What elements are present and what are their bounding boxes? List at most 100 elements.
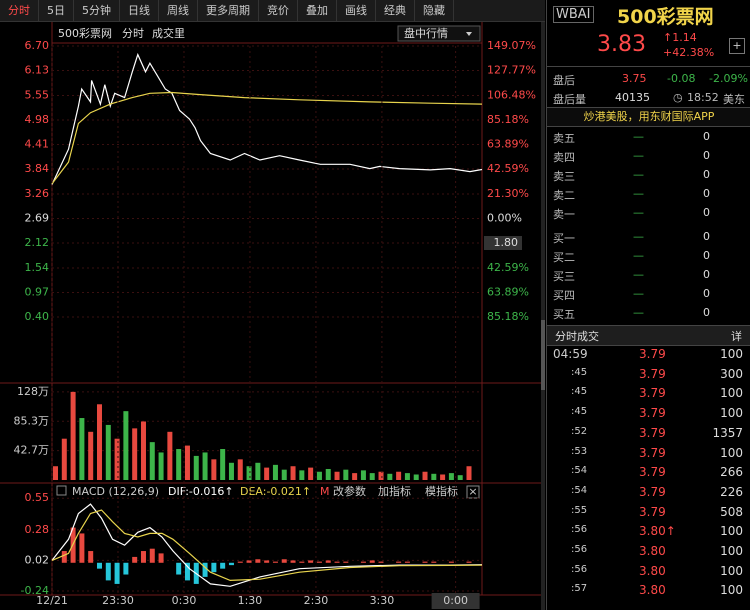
macd-bar (396, 561, 402, 563)
pct-label: 85.18% (487, 113, 529, 126)
book-volume: 0 (703, 249, 710, 262)
y-tick-label: 42.7万 (14, 444, 50, 457)
book-label: 买四 (553, 289, 575, 302)
book-price: — (633, 168, 644, 181)
volume-bar (255, 462, 261, 480)
volume-bar (457, 475, 463, 480)
macd-bar (184, 562, 190, 581)
pct-label: 42.59% (487, 162, 529, 175)
trade-price: 3.79 (639, 406, 666, 421)
tab[interactable]: 叠加 (298, 0, 337, 21)
macd-bar (325, 560, 331, 563)
ah-change: -0.08 (667, 72, 696, 85)
indicator-button[interactable]: M (320, 485, 330, 498)
volume-bar (281, 469, 287, 480)
ah-price: 3.75 (622, 72, 647, 85)
trade-volume: 100 (720, 563, 743, 578)
pct-label: 21.30% (487, 187, 529, 200)
macd-bar (272, 561, 278, 563)
macd-bar (466, 561, 472, 563)
macd-title: MACD (12,26,9) (72, 485, 159, 498)
macd-bar (123, 562, 129, 575)
macd-bar (246, 560, 252, 563)
pct-label: 85.18% (487, 310, 529, 323)
ah-volume: 40135 (615, 91, 650, 104)
macd-bar (378, 561, 384, 563)
tab[interactable]: 经典 (376, 0, 415, 21)
ah-vol-label: 盘后量 (553, 93, 586, 106)
volume-bar (228, 462, 234, 480)
volume-bar (184, 445, 190, 480)
volume-bar (132, 428, 138, 480)
pct-label: 127.77% (487, 64, 536, 77)
tab[interactable]: 周线 (159, 0, 198, 21)
book-price: — (633, 206, 644, 219)
trade-price: 3.79 (639, 386, 666, 401)
trade-time: :57 (571, 583, 588, 595)
indicator-button[interactable]: 改参数 (333, 484, 366, 498)
banner[interactable]: 炒港美股，用东财国际APP (547, 107, 750, 127)
tab[interactable]: 画线 (337, 0, 376, 21)
legend-entry: DEA:-0.021↑ (240, 485, 311, 498)
tab[interactable]: 5日 (39, 0, 74, 21)
tab[interactable]: 更多周期 (198, 0, 259, 21)
volume-bar (220, 449, 226, 480)
book-volume: 0 (703, 230, 710, 243)
trade-time: :45 (571, 406, 588, 418)
book-label: 买二 (553, 251, 575, 264)
macd-line (51, 509, 483, 582)
volume-bar (176, 449, 182, 480)
volume-bar (448, 473, 454, 480)
book-price: — (633, 249, 644, 262)
volume-bar (53, 466, 58, 480)
volume-bar (440, 474, 446, 480)
y-tick-label: 1.54 (25, 261, 50, 274)
cursor-box (484, 236, 522, 251)
volume-bar (334, 471, 340, 480)
y-tick-label: 85.3万 (14, 414, 50, 427)
book-volume: 0 (703, 287, 710, 300)
trade-time: :54 (571, 484, 588, 496)
trades-detail[interactable]: 详 (731, 330, 742, 343)
tab[interactable]: 分时 (0, 0, 39, 21)
change: ↑1.14 (663, 31, 697, 44)
volume-bar (290, 466, 296, 480)
legend-entry: DIF:-0.016↑ (168, 485, 234, 498)
tab[interactable]: 竞价 (259, 0, 298, 21)
ah-label: 盘后 (553, 74, 575, 87)
trade-time: :45 (571, 386, 588, 398)
macd-bar (228, 562, 234, 566)
tab[interactable]: 日线 (120, 0, 159, 21)
x-tick-label: 0:30 (172, 594, 197, 607)
pct-label: 63.89% (487, 285, 529, 298)
indicator-button[interactable]: 模指标 (425, 484, 458, 498)
dropdown[interactable] (397, 25, 481, 42)
trade-time: :56 (571, 544, 588, 555)
book-volume: 0 (703, 149, 710, 162)
tab[interactable]: 隐藏 (415, 0, 454, 21)
trade-price: 3.80 (639, 583, 666, 598)
y-tick-label: 128万 (17, 385, 49, 398)
trade-volume: 100 (720, 524, 743, 539)
x-tick-label: 12/21 (36, 594, 68, 607)
indicator-button[interactable]: 加指标 (378, 484, 411, 498)
volume-bar (378, 471, 384, 480)
pct-label: 106.48% (487, 88, 536, 101)
volume-bar (396, 471, 402, 480)
volume-bar (413, 474, 419, 480)
book-price: — (633, 268, 644, 281)
volume-bar (422, 471, 428, 480)
add-button[interactable]: + (729, 38, 745, 54)
macd-bar (61, 551, 67, 563)
macd-bar (114, 562, 120, 584)
y-tick-label: 6.70 (25, 39, 50, 52)
book-price: — (633, 130, 644, 143)
dropdown-text[interactable]: 盘中行情 (404, 26, 448, 40)
tab[interactable]: 5分钟 (74, 0, 120, 21)
macd-bar (281, 559, 287, 563)
macd-bar (176, 562, 182, 575)
trade-volume: 1357 (712, 425, 743, 440)
volume-bar (114, 438, 120, 480)
volume-bar (79, 418, 85, 480)
volume-bar (105, 424, 111, 480)
